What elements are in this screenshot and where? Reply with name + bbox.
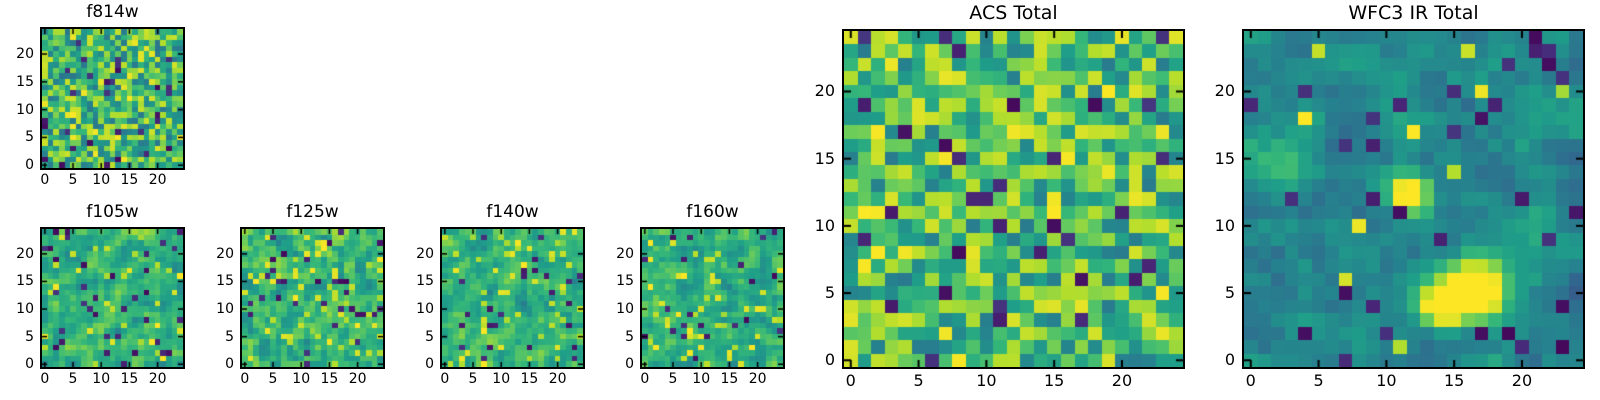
heatmap-image-f140w [442, 229, 583, 367]
heatmap-image-acs-total [844, 31, 1183, 367]
y-tick-label: 20 [1214, 81, 1235, 101]
x-tick-label: 20 [748, 371, 767, 387]
heatmap-panel-f814w: f814w 0 5 10 15 20 0 5 10 15 20 [16, 4, 185, 187]
x-tick-label: 0 [40, 371, 50, 387]
x-tick-label: 20 [148, 371, 167, 387]
y-tick-label: 15 [616, 273, 634, 290]
x-tick-label: 0 [440, 371, 450, 387]
x-tick-label: 5 [68, 371, 78, 387]
y-tick-label: 5 [225, 328, 234, 345]
x-tick-label: 10 [692, 371, 711, 387]
x-tick-label: 15 [320, 371, 339, 387]
x-tick-label: 0 [845, 371, 856, 390]
panel-title-f140w: f140w [486, 202, 539, 222]
heatmap-panel-f160w: f160w 0 5 10 15 20 0 5 10 15 20 [616, 204, 785, 386]
x-tick-label: 20 [1511, 371, 1533, 390]
y-tick-label: 10 [416, 301, 434, 318]
heatmap-image-wfc3-ir-total [1244, 31, 1583, 367]
x-tick-label: 10 [292, 371, 311, 387]
y-tick-label: 0 [824, 350, 835, 370]
y-tick-label: 10 [216, 301, 234, 318]
y-tick-label: 5 [1224, 283, 1235, 303]
y-tick-label: 5 [425, 328, 434, 345]
x-tick-label: 5 [668, 371, 678, 387]
y-tick-label: 0 [25, 356, 34, 373]
x-tick-label: 5 [1313, 371, 1324, 390]
y-tick-label: 10 [16, 101, 34, 118]
x-tick-label: 10 [976, 371, 997, 390]
panel-title-wfc3-ir-total: WFC3 IR Total [1348, 2, 1479, 24]
y-tick-label: 20 [216, 245, 234, 262]
x-tick-label: 15 [720, 371, 739, 387]
y-tick-label: 15 [16, 273, 34, 290]
x-tick-label: 15 [1443, 371, 1465, 390]
x-tick-label: 10 [92, 371, 111, 387]
y-tick-label: 15 [1214, 148, 1235, 168]
y-tick-label: 15 [814, 148, 835, 168]
x-tick-label: 15 [120, 371, 139, 387]
y-tick-label: 5 [824, 283, 835, 303]
y-tick-label: 5 [25, 328, 34, 345]
x-tick-label: 15 [120, 172, 139, 188]
x-tick-label: 20 [1111, 371, 1133, 390]
x-tick-label: 0 [40, 172, 50, 188]
y-tick-label: 20 [16, 245, 34, 262]
y-tick-label: 10 [616, 301, 634, 318]
x-tick-label: 0 [240, 371, 250, 387]
x-tick-label: 5 [268, 371, 278, 387]
heatmap-panel-wfc3-ir-total: WFC3 IR Total 0 5 10 15 20 0 5 10 15 20 [1215, 4, 1585, 389]
y-tick-label: 15 [16, 73, 34, 90]
y-tick-label: 20 [16, 46, 34, 63]
y-tick-label: 0 [225, 356, 234, 373]
y-tick-label: 15 [416, 273, 434, 290]
x-tick-label: 10 [92, 172, 111, 188]
x-tick-label: 20 [348, 371, 367, 387]
heatmap-image-f160w [642, 229, 783, 367]
x-tick-label: 5 [68, 172, 78, 188]
heatmap-image-f125w [242, 229, 383, 367]
y-tick-label: 0 [25, 157, 34, 174]
x-tick-label: 10 [1376, 371, 1397, 390]
panel-title-f160w: f160w [686, 202, 739, 222]
x-tick-label: 10 [492, 371, 511, 387]
x-tick-label: 5 [468, 371, 478, 387]
heatmap-panel-acs-total: ACS Total 0 5 10 15 20 0 5 10 15 20 [815, 4, 1185, 389]
y-tick-label: 20 [814, 81, 835, 101]
heatmap-image-f814w [42, 29, 183, 168]
y-tick-label: 20 [616, 245, 634, 262]
y-tick-label: 0 [425, 356, 434, 373]
panel-title-f125w: f125w [286, 202, 339, 222]
x-tick-label: 20 [148, 172, 167, 188]
x-tick-label: 5 [913, 371, 924, 390]
y-tick-label: 10 [16, 301, 34, 318]
panel-title-f105w: f105w [86, 202, 139, 222]
y-tick-label: 0 [1224, 350, 1235, 370]
x-tick-label: 15 [520, 371, 539, 387]
y-tick-label: 10 [1214, 215, 1235, 235]
heatmap-panel-f105w: f105w 0 5 10 15 20 0 5 10 15 20 [16, 204, 185, 386]
y-tick-label: 10 [814, 215, 835, 235]
y-tick-label: 20 [416, 245, 434, 262]
x-tick-label: 0 [1245, 371, 1256, 390]
heatmap-panel-f125w: f125w 0 5 10 15 20 0 5 10 15 20 [216, 204, 385, 386]
y-tick-label: 15 [216, 273, 234, 290]
y-tick-label: 5 [25, 129, 34, 146]
heatmap-panel-f140w: f140w 0 5 10 15 20 0 5 10 15 20 [416, 204, 585, 386]
x-tick-label: 0 [640, 371, 650, 387]
x-tick-label: 15 [1043, 371, 1065, 390]
y-tick-label: 5 [625, 328, 634, 345]
panel-title-f814w: f814w [86, 2, 139, 22]
y-tick-label: 0 [625, 356, 634, 373]
panel-title-acs-total: ACS Total [969, 2, 1058, 24]
x-tick-label: 20 [548, 371, 567, 387]
heatmap-image-f105w [42, 229, 183, 367]
